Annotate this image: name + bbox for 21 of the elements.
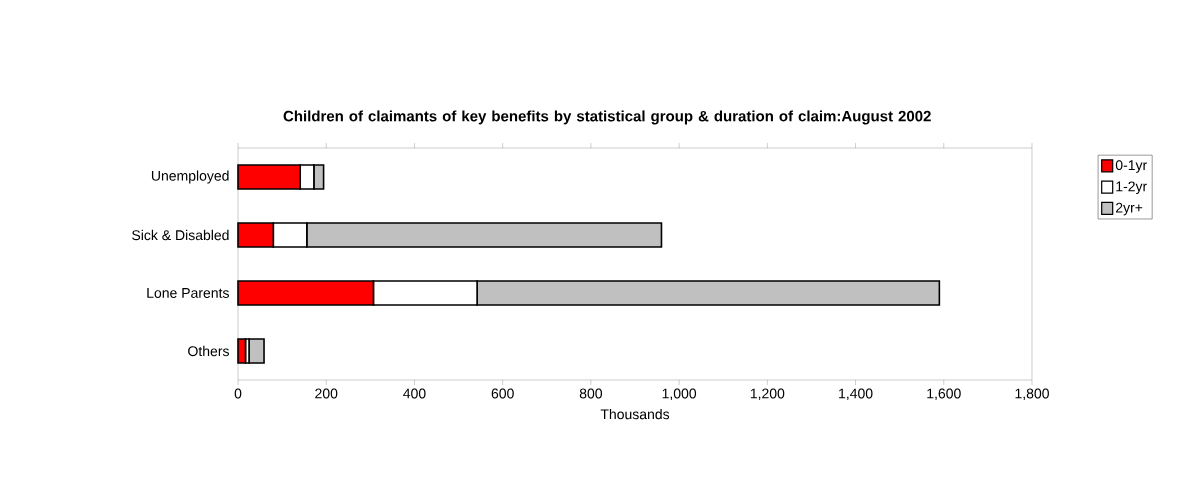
- x-tick-label: 800: [579, 388, 603, 399]
- x-tick-label: 1,200: [750, 388, 785, 401]
- y-tick-label: Unemployed: [151, 170, 229, 184]
- legend-label: 1-2yr: [1116, 181, 1147, 195]
- bar: [248, 338, 265, 364]
- x-tick-label: 1,800: [1015, 388, 1049, 401]
- chart-title: Children of claimants of key benefits by statistical group & duration of claim:August 2002: [283, 110, 931, 125]
- x-tick-label: 1,600: [927, 388, 961, 401]
- x-tick-label: 200: [315, 388, 338, 399]
- x-tick-label: 600: [491, 388, 514, 399]
- x-axis-title: Thousands: [600, 408, 670, 420]
- x-tick-label: 1,000: [662, 388, 697, 401]
- y-tick-label: Lone Parents: [147, 288, 229, 298]
- bar: [237, 338, 247, 364]
- y-tick-label: Others: [188, 345, 229, 357]
- legend-label: 0-1yr: [1115, 160, 1147, 173]
- legend-label: 2yr+: [1116, 202, 1143, 216]
- x-tick-label: 1,400: [839, 388, 873, 401]
- y-tick-label: Sick & Disabled: [132, 229, 229, 241]
- x-tick-label: 400: [403, 388, 426, 399]
- x-tick-label: 0: [234, 388, 242, 399]
